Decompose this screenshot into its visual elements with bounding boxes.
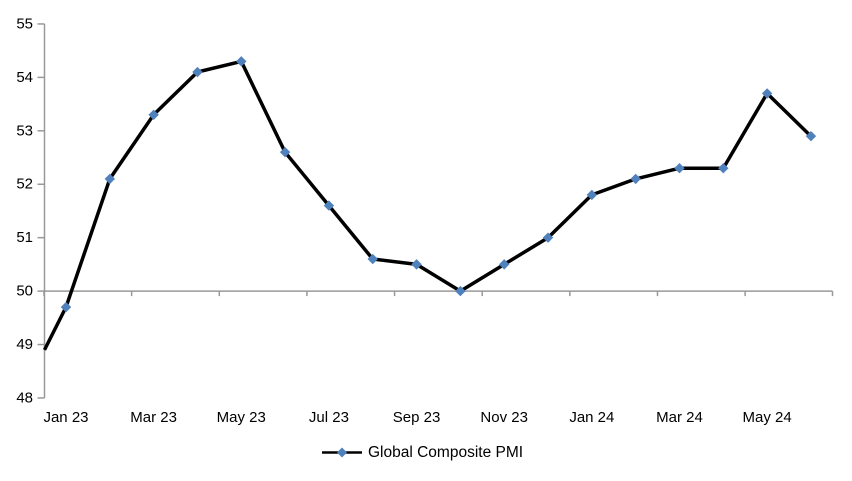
x-tick-label: May 23 [217,409,266,426]
y-tick-label: 54 [16,69,33,86]
data-point-marker [805,130,817,142]
x-tick-label: Jul 23 [309,409,349,426]
data-point-marker [323,200,335,211]
pmi-line-series [42,56,817,351]
data-point-marker [455,285,466,297]
x-axis: Jan 23 Mar 23 May 23 Jul 23 Sep 23 Nov 23 Jan … [43,290,834,426]
data-point-marker [674,163,685,174]
y-axis: 48 49 50 51 52 53 54 55 [16,15,46,406]
x-tick-label: Nov 23 [480,409,528,426]
data-point-marker [236,56,247,67]
data-point-marker [718,163,729,174]
data-point-marker [279,146,291,158]
x-tick-label: Mar 24 [656,409,703,426]
y-tick-label: 48 [16,389,33,406]
y-tick-label: 52 [16,176,33,193]
data-point-marker [367,253,378,265]
data-point-marker [60,301,72,313]
data-point-marker [148,109,159,120]
x-tick-label: May 24 [743,409,792,426]
data-point-marker [586,189,598,201]
data-point-marker [499,259,510,270]
data-point-marker [630,173,641,185]
y-tick-label: 50 [16,283,33,300]
data-point-marker [192,66,203,78]
data-point-marker [411,259,422,270]
legend-diamond-marker-icon [337,447,347,458]
x-tick-label: Sep 23 [393,409,441,426]
y-tick-label: 55 [16,15,33,32]
data-point-marker [104,173,116,185]
x-tick-label: Jan 24 [569,409,614,426]
data-point-marker [542,232,554,243]
x-tick-label: Mar 23 [130,409,177,426]
data-point-marker [761,88,773,99]
pmi-line [42,59,813,351]
y-tick-label: 53 [16,122,33,139]
x-tick-label: Jan 23 [43,409,88,426]
y-tick-label: 51 [16,229,33,246]
legend-label: Global Composite PMI [368,444,523,461]
legend: Global Composite PMI [322,444,523,461]
y-tick-label: 49 [16,336,33,353]
